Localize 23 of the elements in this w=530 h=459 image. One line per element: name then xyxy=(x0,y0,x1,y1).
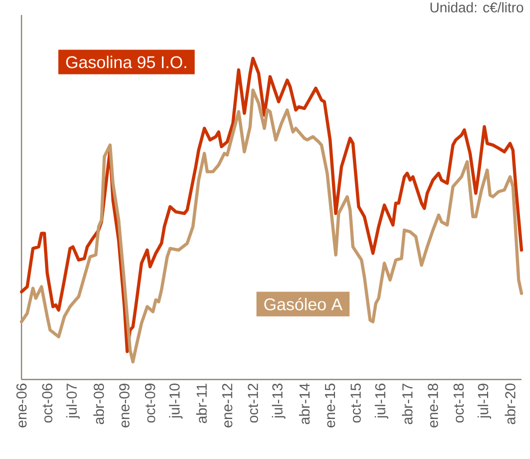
x-tick-label: abr-11 xyxy=(196,384,207,424)
series-label: Gasóleo A xyxy=(264,298,342,310)
x-tick-label: jul-13 xyxy=(272,384,286,419)
x-tick-label: abr-20 xyxy=(504,384,516,424)
x-tick-label: jul-10 xyxy=(169,384,183,419)
x-tick-label: oct-09 xyxy=(144,384,156,423)
x-tick-label: abr-14 xyxy=(299,383,310,424)
x-tick-label: ene-09 xyxy=(119,384,130,428)
x-tick-label: oct-06 xyxy=(42,384,52,423)
x-tick-label: jul-19 xyxy=(478,384,492,419)
x-tick-label: ene-18 xyxy=(428,384,438,428)
x-tick-label: ene-06 xyxy=(16,384,27,428)
x-tick-label: ene-12 xyxy=(222,384,232,428)
text: Gasolina 95 I.O. xyxy=(66,56,186,68)
x-tick-label: abr-17 xyxy=(402,384,413,424)
x-tick-label: ene-15 xyxy=(325,384,336,428)
x-tick-label: oct-12 xyxy=(248,384,258,423)
text: Unidad: c€/litro xyxy=(430,2,524,12)
x-tick-label: oct-18 xyxy=(454,384,464,423)
x-tick-label: jul-16 xyxy=(374,384,388,419)
x-tick-label: jul-07 xyxy=(66,384,80,419)
x-tick-label: abr-08 xyxy=(93,384,104,424)
x-tick-label: oct-15 xyxy=(350,384,361,423)
